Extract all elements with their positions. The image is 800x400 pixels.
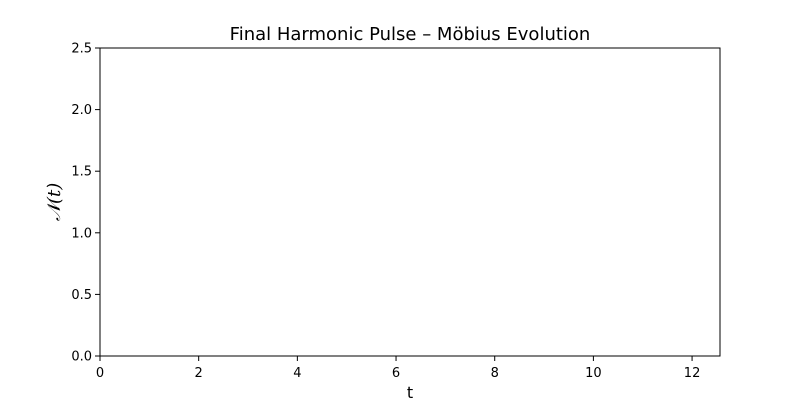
y-axis-label: 𝒩(t) (44, 183, 65, 222)
y-tick-label: 2.0 (71, 103, 92, 118)
x-tick-label: 10 (585, 366, 602, 381)
y-tick-label: 1.5 (71, 165, 92, 180)
x-tick-label: 0 (96, 366, 104, 381)
x-tick-label: 2 (195, 366, 203, 381)
y-tick-label: 2.5 (71, 42, 92, 57)
y-tick-label: 1.0 (71, 226, 92, 241)
y-axis: 0.0 0.5 1.0 1.5 2.0 2.5 (71, 42, 100, 365)
x-axis-label: t (407, 383, 413, 400)
x-tick-label: 6 (392, 366, 400, 381)
x-tick-label: 8 (491, 366, 499, 381)
chart-title: Final Harmonic Pulse – Möbius Evolution (230, 24, 591, 45)
x-tick-label: 12 (684, 366, 701, 381)
x-tick-label: 4 (293, 366, 301, 381)
x-axis: 0 2 4 6 8 10 12 (96, 356, 700, 381)
y-tick-label: 0.5 (71, 288, 92, 303)
axes-frame (99, 47, 721, 357)
y-tick-label: 0.0 (71, 350, 92, 365)
